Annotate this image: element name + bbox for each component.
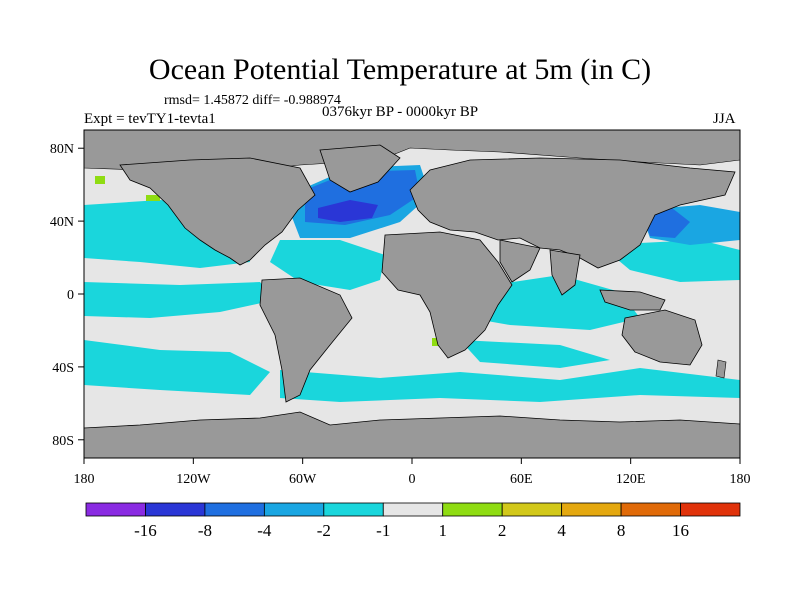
colorbar-swatch bbox=[204, 502, 265, 517]
land-antarctica bbox=[84, 411, 740, 458]
anomaly-tropical-atlantic bbox=[270, 240, 385, 290]
colorbar-swatch bbox=[145, 502, 206, 517]
x-tick-label: 60W bbox=[289, 472, 317, 487]
experiment-label: Expt = tevTY1-tevta1 bbox=[84, 111, 216, 127]
x-tick-label: 180 bbox=[730, 472, 751, 487]
land-north-america bbox=[119, 157, 316, 266]
anomaly-tropical-pacific bbox=[84, 282, 275, 318]
x-tick-label: 180 bbox=[74, 472, 95, 487]
land-new-zealand bbox=[715, 359, 727, 379]
land-australia bbox=[621, 309, 703, 366]
colorbar-label: 8 bbox=[617, 521, 626, 540]
colorbar-label: -16 bbox=[134, 521, 157, 540]
colorbar-swatch bbox=[561, 502, 622, 517]
land-south-america bbox=[259, 277, 353, 403]
land-africa bbox=[381, 231, 513, 359]
y-axis: 80N 40N 0 40S 80S bbox=[50, 142, 84, 449]
land-indonesia bbox=[599, 289, 666, 311]
colorbar-label: -8 bbox=[198, 521, 212, 540]
colorbar-swatch bbox=[263, 502, 325, 517]
colorbar: -16 -8 -4 -2 -1 1 2 4 8 16 bbox=[85, 502, 741, 540]
anomaly-positive-spot-pacific bbox=[146, 195, 160, 201]
anomaly-indian-south bbox=[460, 340, 610, 368]
colorbar-swatch bbox=[382, 502, 444, 517]
colorbar-label: 2 bbox=[498, 521, 507, 540]
land-eurasia bbox=[409, 157, 736, 269]
colorbar-swatch bbox=[680, 502, 741, 517]
colorbar-label: 4 bbox=[557, 521, 566, 540]
colorbar-swatch bbox=[620, 502, 681, 517]
y-tick-label: 40S bbox=[52, 361, 74, 376]
x-axis: 180 120W 60W 0 60E 120E 180 bbox=[74, 458, 751, 487]
colorbar-swatch bbox=[501, 502, 563, 517]
period-label: 0376kyr BP - 0000kyr BP bbox=[321, 104, 479, 120]
colorbar-swatch bbox=[323, 502, 384, 517]
stats-label: rmsd= 1.45872 diff= -0.988974 bbox=[164, 93, 341, 108]
chart-title: Ocean Potential Temperature at 5m (in C) bbox=[148, 53, 652, 86]
x-tick-label: 120E bbox=[616, 472, 646, 487]
colorbar-label: 16 bbox=[672, 521, 689, 540]
colorbar-label: 1 bbox=[438, 521, 447, 540]
colorbar-swatch bbox=[85, 502, 146, 517]
x-tick-label: 60E bbox=[510, 472, 533, 487]
anomaly-west-pacific bbox=[600, 240, 740, 282]
y-tick-label: 80N bbox=[50, 142, 74, 157]
anomaly-field bbox=[84, 130, 740, 458]
colorbar-swatch bbox=[442, 502, 503, 517]
y-tick-label: 40N bbox=[50, 215, 74, 230]
anomaly-positive-spot-arctic bbox=[95, 176, 105, 184]
anomaly-north-atlantic-core bbox=[318, 200, 378, 222]
x-tick-label: 120W bbox=[176, 472, 211, 487]
land-greenland bbox=[319, 144, 401, 193]
land-arabia bbox=[499, 239, 541, 283]
y-tick-label: 0 bbox=[67, 288, 74, 303]
colorbar-label: -4 bbox=[257, 521, 272, 540]
season-label: JJA bbox=[713, 111, 736, 127]
colorbar-label: -1 bbox=[376, 521, 390, 540]
anomaly-positive-spot-africa bbox=[432, 338, 440, 346]
colorbar-label: -2 bbox=[317, 521, 331, 540]
anomaly-southern-ocean bbox=[280, 368, 740, 402]
x-tick-label: 0 bbox=[409, 472, 416, 487]
y-tick-label: 80S bbox=[52, 434, 74, 449]
land-india bbox=[549, 249, 581, 296]
anomaly-south-pacific bbox=[84, 340, 270, 395]
